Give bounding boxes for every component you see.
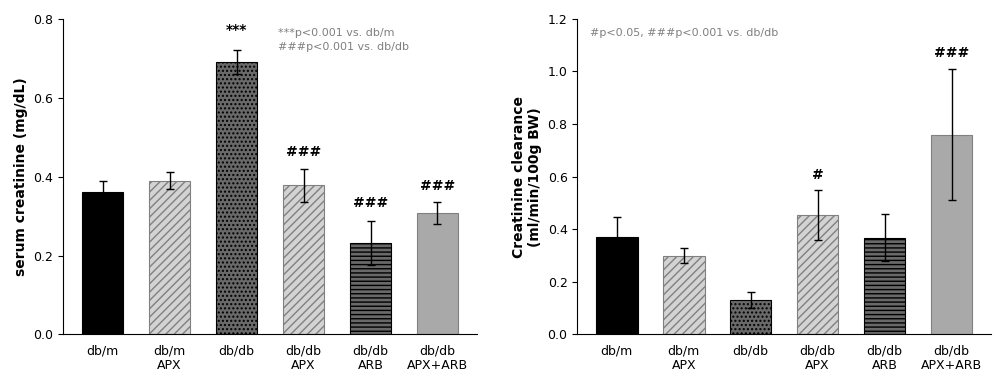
Bar bbox=[417, 213, 458, 334]
Text: #p<0.05, ###p<0.001 vs. db/db: #p<0.05, ###p<0.001 vs. db/db bbox=[590, 28, 778, 38]
Bar bbox=[663, 256, 705, 334]
Text: ###: ### bbox=[286, 145, 322, 159]
Y-axis label: Creatinine clearance
(ml/min/100g BW): Creatinine clearance (ml/min/100g BW) bbox=[512, 96, 542, 257]
Text: #: # bbox=[812, 168, 823, 182]
Text: ***: *** bbox=[226, 23, 247, 37]
Bar bbox=[864, 238, 906, 334]
Bar bbox=[82, 192, 124, 334]
Bar bbox=[149, 181, 190, 334]
Y-axis label: serum creatinine (mg/dL): serum creatinine (mg/dL) bbox=[14, 77, 28, 276]
Text: ###: ### bbox=[420, 179, 455, 193]
Text: ###: ### bbox=[934, 46, 969, 60]
Bar bbox=[350, 243, 391, 334]
Bar bbox=[216, 62, 257, 334]
Bar bbox=[730, 300, 772, 334]
Text: ***p<0.001 vs. db/m
###p<0.001 vs. db/db: ***p<0.001 vs. db/m ###p<0.001 vs. db/db bbox=[278, 28, 409, 52]
Text: ###: ### bbox=[353, 196, 388, 210]
Bar bbox=[596, 237, 637, 334]
Bar bbox=[797, 215, 838, 334]
Bar bbox=[931, 135, 972, 334]
Bar bbox=[282, 185, 325, 334]
